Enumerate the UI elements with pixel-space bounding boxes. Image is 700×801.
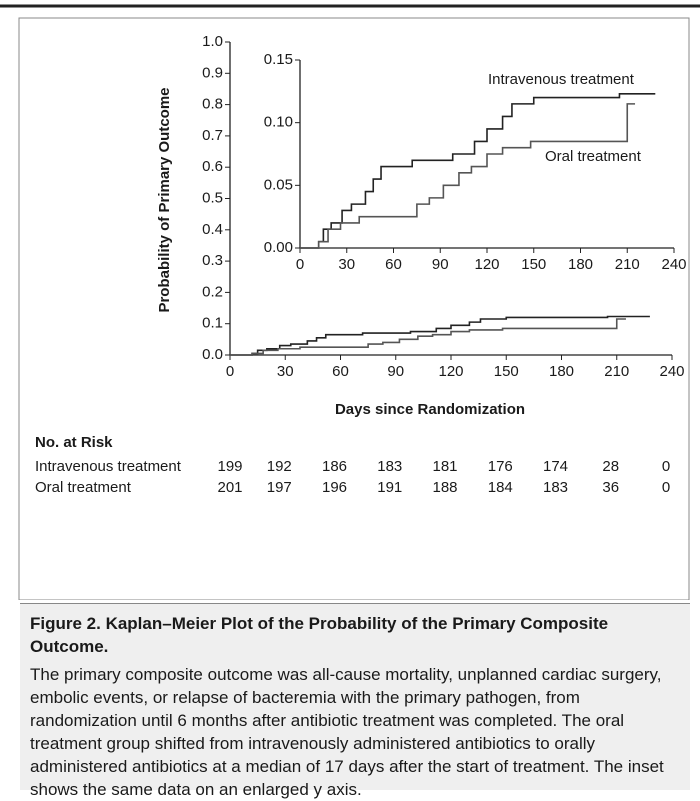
y-tick-label: 0.6 [202, 158, 223, 175]
x-tick-label: 30 [338, 256, 355, 273]
risk-value: 36 [602, 479, 619, 496]
risk-value: 199 [217, 458, 242, 475]
y-tick-label: 0.05 [264, 176, 293, 193]
risk-value: 186 [322, 458, 347, 475]
caption-text: The primary composite outcome was all-ca… [30, 665, 664, 799]
series-label: Intravenous treatment [488, 71, 635, 88]
risk-value: 183 [377, 458, 402, 475]
risk-value: 184 [488, 479, 513, 496]
x-tick-label: 240 [661, 256, 686, 273]
y-tick-label: 0.10 [264, 114, 293, 131]
risk-value: 183 [543, 479, 568, 496]
x-tick-label: 0 [226, 363, 234, 380]
x-tick-label: 0 [296, 256, 304, 273]
risk-value: 28 [602, 458, 619, 475]
caption: Figure 2. Kaplan–Meier Plot of the Proba… [20, 603, 690, 799]
km-curve [300, 103, 636, 249]
x-tick-label: 150 [494, 363, 519, 380]
km-curve [300, 93, 656, 249]
y-tick-label: 1.0 [202, 33, 223, 50]
risk-title: No. at Risk [35, 434, 113, 451]
y-tick-label: 0.8 [202, 96, 223, 113]
risk-value: 0 [662, 479, 670, 496]
risk-row-label: Oral treatment [35, 479, 132, 496]
chart: Probability of Primary Outcome Days sinc… [0, 4, 700, 600]
risk-value: 176 [488, 458, 513, 475]
y-tick-label: 0.7 [202, 127, 223, 144]
series-label: Oral treatment [545, 148, 642, 165]
risk-value: 192 [267, 458, 292, 475]
y-tick-label: 0.3 [202, 252, 223, 269]
x-tick-label: 120 [438, 363, 463, 380]
x-tick-label: 30 [277, 363, 294, 380]
x-tick-label: 180 [549, 363, 574, 380]
x-tick-label: 150 [521, 256, 546, 273]
y-tick-label: 0.5 [202, 189, 223, 206]
x-tick-label: 210 [604, 363, 629, 380]
caption-title: Figure 2. Kaplan–Meier Plot of the Proba… [30, 614, 609, 656]
frame [18, 17, 690, 600]
y-tick-label: 0.4 [202, 221, 223, 238]
risk-value: 196 [322, 479, 347, 496]
y-tick-label: 0.1 [202, 315, 223, 332]
km-curve [230, 318, 626, 356]
risk-value: 0 [662, 458, 670, 475]
risk-value: 174 [543, 458, 568, 475]
risk-value: 191 [377, 479, 402, 496]
x-tick-label: 90 [387, 363, 404, 380]
y-tick-label: 0.15 [264, 51, 293, 68]
y-tick-label: 0.00 [264, 239, 293, 256]
y-tick-label: 0.0 [202, 346, 223, 363]
x-tick-label: 240 [659, 363, 684, 380]
x-tick-label: 60 [332, 363, 349, 380]
y-tick-label: 0.2 [202, 283, 223, 300]
x-axis-label: Days since Randomization [335, 401, 525, 418]
risk-value: 201 [217, 479, 242, 496]
risk-value: 188 [432, 479, 457, 496]
risk-row-label: Intravenous treatment [35, 458, 182, 475]
risk-value: 181 [432, 458, 457, 475]
x-tick-label: 210 [615, 256, 640, 273]
x-tick-label: 60 [385, 256, 402, 273]
x-tick-label: 90 [432, 256, 449, 273]
y-axis-label: Probability of Primary Outcome [156, 87, 173, 312]
x-tick-label: 120 [474, 256, 499, 273]
x-tick-label: 180 [568, 256, 593, 273]
risk-value: 197 [267, 479, 292, 496]
y-tick-label: 0.9 [202, 64, 223, 81]
